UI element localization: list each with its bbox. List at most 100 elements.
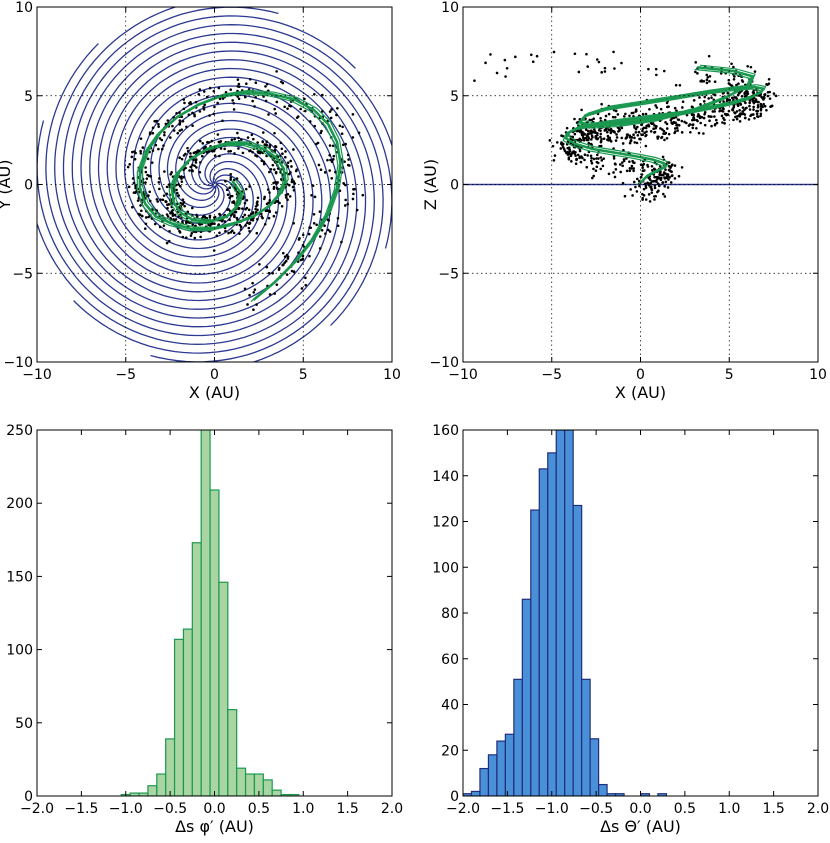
- particle-point: [656, 177, 659, 181]
- histogram-bar: [147, 785, 158, 796]
- particle-point: [237, 97, 241, 101]
- particle-point: [697, 112, 700, 116]
- particle-point: [595, 137, 598, 140]
- particle-point: [132, 191, 136, 194]
- particle-point: [473, 79, 476, 82]
- particle-point: [204, 145, 207, 149]
- particle-point: [641, 127, 645, 131]
- particle-point: [663, 195, 667, 198]
- particle-point: [756, 105, 760, 109]
- particle-point: [146, 157, 150, 161]
- particle-point: [248, 221, 252, 225]
- particle-point: [699, 79, 702, 83]
- particle-point: [188, 169, 191, 172]
- particle-point: [184, 166, 187, 170]
- particle-point: [281, 263, 284, 267]
- particle-point: [232, 101, 235, 105]
- particle-point: [573, 132, 577, 136]
- particle-point: [232, 231, 236, 235]
- particle-point: [239, 225, 243, 229]
- particle-point: [258, 262, 261, 266]
- particle-point: [231, 229, 234, 233]
- particle-point: [552, 50, 556, 54]
- particle-point: [632, 167, 635, 170]
- particle-point: [642, 162, 646, 166]
- particle-point: [585, 138, 589, 142]
- particle-point: [236, 84, 240, 88]
- particle-point: [289, 171, 292, 174]
- particle-point: [597, 60, 601, 64]
- particle-point: [171, 124, 174, 128]
- y-tick-label: −10: [3, 355, 33, 371]
- x-tick-label: 1.5: [762, 801, 784, 817]
- particle-point: [656, 135, 659, 139]
- particle-point: [665, 127, 669, 130]
- particle-point: [248, 230, 251, 233]
- particle-point: [202, 105, 205, 109]
- particle-point: [265, 202, 269, 206]
- particle-point: [576, 153, 580, 157]
- particle-point: [757, 100, 760, 104]
- particle-point: [760, 95, 763, 99]
- particle-point: [229, 88, 233, 91]
- particle-point: [330, 176, 334, 180]
- particle-point: [131, 150, 134, 154]
- particle-point: [603, 70, 607, 73]
- particle-point: [289, 159, 292, 163]
- particle-point: [175, 112, 178, 115]
- particle-point: [251, 281, 254, 285]
- particle-point: [661, 173, 665, 177]
- particle-point: [561, 143, 564, 147]
- particle-point: [180, 175, 183, 178]
- particle-point: [167, 203, 171, 206]
- histogram-bar: [598, 783, 608, 796]
- model-stream-line: [562, 68, 762, 186]
- particle-point: [770, 104, 774, 108]
- particle-point: [273, 148, 277, 152]
- particle-point: [617, 126, 620, 130]
- particle-point: [240, 138, 243, 142]
- histogram-bar: [521, 598, 532, 796]
- particle-point: [691, 126, 695, 130]
- particle-point: [646, 181, 649, 185]
- particle-point: [262, 160, 266, 164]
- particle-point: [148, 190, 152, 194]
- particle-point: [671, 122, 674, 125]
- particle-point: [195, 213, 198, 217]
- particle-point: [654, 194, 658, 198]
- particle-point: [180, 177, 183, 180]
- particle-point: [167, 239, 171, 243]
- particle-point: [144, 216, 148, 219]
- particle-point: [235, 177, 239, 180]
- particle-point: [659, 107, 663, 111]
- particle-point: [573, 52, 577, 56]
- particle-point: [666, 105, 669, 109]
- particle-point: [587, 141, 591, 145]
- particle-point: [732, 77, 736, 81]
- particle-point: [273, 107, 276, 111]
- particle-point: [696, 72, 699, 75]
- particle-point: [266, 188, 270, 191]
- particle-point: [252, 291, 256, 294]
- particle-point: [202, 90, 206, 93]
- particle-point: [621, 164, 625, 168]
- particle-point: [614, 109, 618, 113]
- particle-point: [715, 121, 719, 125]
- particle-point: [710, 124, 713, 128]
- particle-point: [754, 99, 758, 103]
- particle-point: [763, 92, 767, 96]
- particle-point: [275, 187, 279, 190]
- histogram-bar: [244, 773, 256, 796]
- particle-point: [351, 136, 355, 139]
- particle-point: [236, 78, 240, 81]
- particle-point: [298, 236, 301, 240]
- particle-point: [251, 211, 255, 214]
- particle-point: [649, 130, 653, 133]
- particle-point: [294, 169, 298, 173]
- particle-point: [681, 106, 684, 109]
- particle-point: [585, 165, 589, 169]
- particle-point: [141, 146, 145, 149]
- particle-point: [740, 95, 744, 98]
- particle-point: [639, 137, 642, 141]
